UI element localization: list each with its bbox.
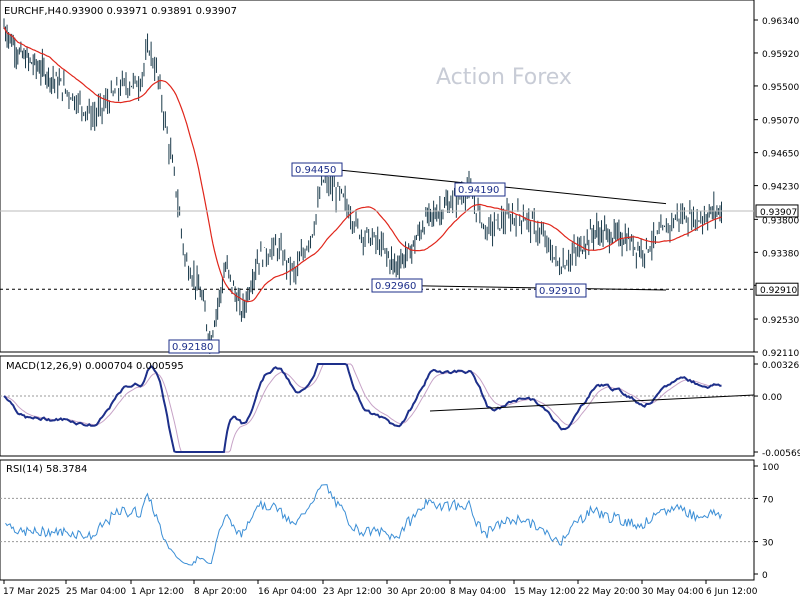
time-tick-label: 8 May 04:00 [450, 587, 506, 597]
price-annotation-box [168, 339, 220, 354]
price-tick-label: 0.92530 [762, 316, 799, 326]
price-tick-label: 0.96340 [762, 17, 799, 27]
rsi-label: RSI(14) 58.3784 [6, 464, 87, 475]
time-tick-label: 25 Mar 04:00 [66, 587, 126, 597]
price-tick-label: 0.93800 [762, 216, 799, 226]
price-annotation-box [371, 278, 423, 293]
trendline [386, 284, 667, 291]
time-tick-label: 1 Apr 12:00 [131, 587, 184, 597]
symbol-label: EURCHF,H4 [4, 6, 61, 17]
current-price-tag [755, 204, 799, 218]
price-panel[interactable] [0, 0, 755, 353]
rsi-tick-label: 70 [762, 495, 774, 505]
price-tick-label: 0.95920 [762, 50, 799, 60]
macd-tick-label: 0.003263 [762, 361, 800, 371]
time-tick-label: 23 Apr 12:00 [323, 587, 382, 597]
rsi-panel[interactable] [0, 459, 755, 581]
rsi-tick-label: 30 [762, 539, 774, 549]
price-annotation-box [291, 162, 343, 177]
macd-label: MACD(12,26,9) 0.000704 0.000595 [6, 361, 184, 372]
price-tick-label: 0.92110 [762, 349, 799, 359]
macd-tick-label: -0.005699 [762, 449, 800, 459]
support-price-tag-text: 0.92910 [760, 286, 797, 296]
macd-signal-line [3, 363, 722, 453]
time-tick-label: 22 May 20:00 [578, 587, 640, 597]
time-tick-label: 8 Apr 20:00 [194, 587, 247, 597]
support-price-tag [755, 282, 799, 296]
price-tick-label: 0.93380 [762, 249, 799, 259]
macd-trendline [429, 394, 755, 412]
price-annotation-text: 0.92910 [539, 286, 580, 297]
current-price-tag-text: 0.93907 [760, 208, 797, 218]
price-annotation-text: 0.94450 [295, 165, 336, 176]
time-tick-label: 30 May 04:00 [642, 587, 704, 597]
ohlc-values: 0.93900 0.93971 0.93891 0.93907 [62, 6, 237, 17]
price-annotation-text: 0.92180 [172, 342, 213, 353]
moving-average-line [3, 26, 722, 303]
time-tick-label: 16 Apr 04:00 [258, 587, 317, 597]
price-annotation-box [454, 182, 506, 197]
watermark: Action Forex [436, 65, 572, 90]
time-tick-label: 15 May 12:00 [514, 587, 576, 597]
price-tick-label: 0.95500 [762, 83, 799, 93]
rsi-line [5, 484, 722, 566]
macd-line [3, 363, 722, 453]
rsi-tick-label: 100 [762, 463, 779, 473]
macd-tick-label: 0.00 [762, 393, 782, 403]
price-tick-label: 0.95070 [762, 117, 799, 127]
price-annotation-box [535, 283, 587, 298]
macd-panel[interactable] [0, 355, 755, 457]
time-tick-label: 17 Mar 2025 [3, 587, 60, 597]
price-annotation-text: 0.92960 [375, 281, 416, 292]
time-tick-label: 6 Jun 12:00 [706, 587, 758, 597]
price-annotation-text: 0.94190 [458, 185, 499, 196]
price-tick-label: 0.94230 [762, 183, 799, 193]
time-tick-label: 30 Apr 20:00 [387, 587, 446, 597]
price-tick-label: 0.94650 [762, 150, 799, 160]
rsi-tick-label: 0 [762, 571, 768, 581]
